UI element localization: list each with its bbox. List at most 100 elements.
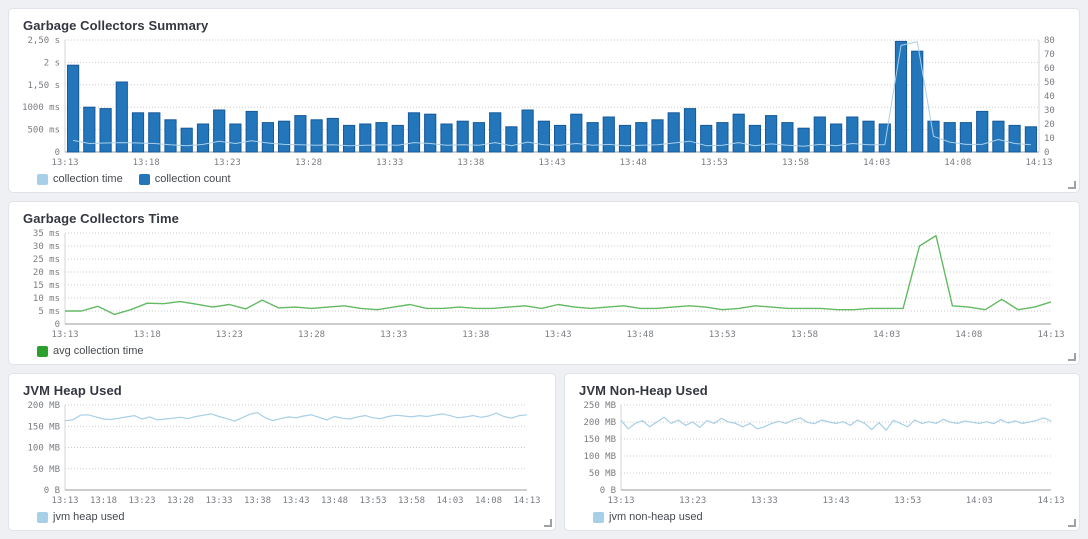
svg-text:70: 70: [1044, 50, 1055, 60]
jvm-heap-chart: 200 MB 150 MB 100 MB 50 MB 0 B 13:13 13:18 13:2…: [21, 400, 543, 508]
panel-title-jvm-non-heap: JVM Non-Heap Used: [579, 383, 708, 398]
gc-summary-chart: 2,50 s 2 s 1,50 s 1000 ms 500 ms 0 80 70 60 50 40 3…: [21, 35, 1067, 170]
svg-text:5 ms: 5 ms: [38, 307, 60, 317]
svg-text:13:33: 13:33: [205, 496, 232, 506]
svg-text:13:38: 13:38: [244, 496, 271, 506]
svg-text:30: 30: [1044, 106, 1055, 116]
svg-text:100 MB: 100 MB: [27, 444, 60, 454]
svg-text:13:23: 13:23: [679, 496, 706, 506]
svg-text:14:03: 14:03: [966, 496, 993, 506]
legend-swatch: [37, 345, 48, 357]
line-series-avg-collection-time[interactable]: [65, 234, 1052, 316]
svg-text:13:43: 13:43: [538, 158, 565, 168]
panel-gc-summary: Garbage Collectors Summary 2,50 s 2 s 1,50…: [8, 8, 1080, 193]
legend-item-jvm-non-heap-used[interactable]: jvm non-heap used: [593, 511, 703, 523]
svg-text:14:13: 14:13: [1037, 496, 1064, 506]
svg-text:14:13: 14:13: [513, 496, 540, 506]
svg-text:0: 0: [55, 148, 60, 158]
svg-text:13:28: 13:28: [167, 496, 194, 506]
svg-text:13:28: 13:28: [295, 158, 322, 168]
legend-item-collection-count[interactable]: collection count: [138, 173, 231, 185]
bottom-row: JVM Heap Used 200 MB 150 MB 100 MB 50 MB 0 B…: [8, 373, 1080, 531]
x-axis: 13:13 13:18 13:23 13:28 13:33 13:38 13:43 13:48…: [51, 496, 540, 506]
svg-text:20: 20: [1044, 120, 1055, 130]
svg-text:50: 50: [1044, 78, 1055, 88]
panel-resize-handle[interactable]: [1068, 519, 1076, 527]
line-series-jvm-heap-used[interactable]: [64, 412, 528, 422]
line-series-collection-time[interactable]: [73, 41, 1031, 147]
svg-text:13:53: 13:53: [709, 330, 736, 340]
svg-text:500 ms: 500 ms: [27, 126, 60, 136]
legend-swatch: [37, 511, 48, 523]
panel-resize-handle[interactable]: [544, 519, 552, 527]
svg-text:13:43: 13:43: [544, 330, 571, 340]
svg-text:13:23: 13:23: [214, 158, 241, 168]
svg-text:13:33: 13:33: [751, 496, 778, 506]
bar-series-collection-count[interactable]: [67, 40, 1037, 153]
svg-text:35 ms: 35 ms: [33, 229, 60, 239]
svg-text:50 MB: 50 MB: [589, 469, 616, 479]
svg-text:13:18: 13:18: [133, 158, 160, 168]
panel-resize-handle[interactable]: [1068, 181, 1076, 189]
svg-text:13:18: 13:18: [134, 330, 161, 340]
legend-label: collection time: [53, 173, 123, 185]
panel-title-gc-summary: Garbage Collectors Summary: [23, 18, 209, 33]
svg-text:13:53: 13:53: [701, 158, 728, 168]
legend-swatch: [37, 173, 48, 185]
y-axis-left: 35 ms 30 ms 25 ms 20 ms 15 ms 10 ms 5 ms 0: [33, 229, 1051, 330]
svg-text:13:23: 13:23: [216, 330, 243, 340]
svg-text:250 MB: 250 MB: [583, 401, 616, 411]
legend-label: jvm heap used: [53, 511, 125, 523]
y-axis-right: 80 70 60 50 40 30 20 10 0: [1038, 36, 1055, 158]
svg-text:13:23: 13:23: [128, 496, 155, 506]
y-axis-left: 2,50 s 2 s 1,50 s 1000 ms 500 ms 0: [22, 36, 1039, 158]
svg-text:13:13: 13:13: [51, 330, 78, 340]
svg-text:14:03: 14:03: [436, 496, 463, 506]
svg-text:10: 10: [1044, 134, 1055, 144]
svg-text:14:13: 14:13: [1025, 158, 1052, 168]
legend-item-collection-time[interactable]: collection time: [37, 173, 123, 185]
jvm-non-heap-chart: 250 MB 200 MB 150 MB 100 MB 50 MB 0 B 13:13 13:…: [577, 400, 1067, 508]
svg-text:13:58: 13:58: [782, 158, 809, 168]
y-axis-left: 200 MB 150 MB 100 MB 50 MB 0 B: [27, 401, 527, 496]
svg-text:0 B: 0 B: [44, 486, 60, 496]
svg-text:150 MB: 150 MB: [27, 422, 60, 432]
legend-swatch: [138, 173, 150, 185]
svg-text:13:58: 13:58: [791, 330, 818, 340]
legend-item-jvm-heap-used[interactable]: jvm heap used: [37, 511, 125, 523]
svg-text:200 MB: 200 MB: [583, 418, 616, 428]
panel-title-jvm-heap: JVM Heap Used: [23, 383, 122, 398]
svg-text:25 ms: 25 ms: [33, 255, 60, 265]
y-axis-left: 250 MB 200 MB 150 MB 100 MB 50 MB 0 B: [583, 401, 1051, 496]
panel-jvm-non-heap: JVM Non-Heap Used 250 MB 200 MB 150 MB 100 …: [564, 373, 1080, 531]
svg-text:14:08: 14:08: [955, 330, 982, 340]
gc-time-legend: avg collection time: [21, 342, 1067, 360]
svg-text:13:58: 13:58: [398, 496, 425, 506]
svg-text:100 MB: 100 MB: [583, 452, 616, 462]
gc-summary-legend: collection time collection count: [21, 170, 1067, 188]
svg-text:15 ms: 15 ms: [33, 281, 60, 291]
line-series-jvm-non-heap-used[interactable]: [620, 416, 1052, 431]
svg-text:80: 80: [1044, 36, 1055, 46]
legend-item-avg-collection-time[interactable]: avg collection time: [37, 345, 144, 357]
legend-label: collection count: [154, 173, 231, 185]
x-axis: 13:13 13:23 13:33 13:43 13:53 14:03 14:13: [607, 496, 1064, 506]
svg-text:14:03: 14:03: [863, 158, 890, 168]
svg-text:0: 0: [1044, 148, 1049, 158]
svg-text:13:33: 13:33: [376, 158, 403, 168]
svg-text:150 MB: 150 MB: [583, 435, 616, 445]
svg-text:14:03: 14:03: [873, 330, 900, 340]
svg-text:13:48: 13:48: [627, 330, 654, 340]
jvm-non-heap-legend: jvm non-heap used: [577, 508, 1067, 526]
svg-text:0: 0: [55, 320, 60, 330]
legend-label: jvm non-heap used: [609, 511, 703, 523]
svg-text:13:18: 13:18: [90, 496, 117, 506]
x-axis: 13:13 13:18 13:23 13:28 13:33 13:38 13:43 13:48…: [51, 330, 1064, 340]
svg-text:13:38: 13:38: [462, 330, 489, 340]
svg-text:13:13: 13:13: [51, 496, 78, 506]
svg-text:1000 ms: 1000 ms: [22, 103, 60, 113]
panel-resize-handle[interactable]: [1068, 353, 1076, 361]
panel-title-gc-time: Garbage Collectors Time: [23, 211, 179, 226]
svg-text:14:08: 14:08: [475, 496, 502, 506]
